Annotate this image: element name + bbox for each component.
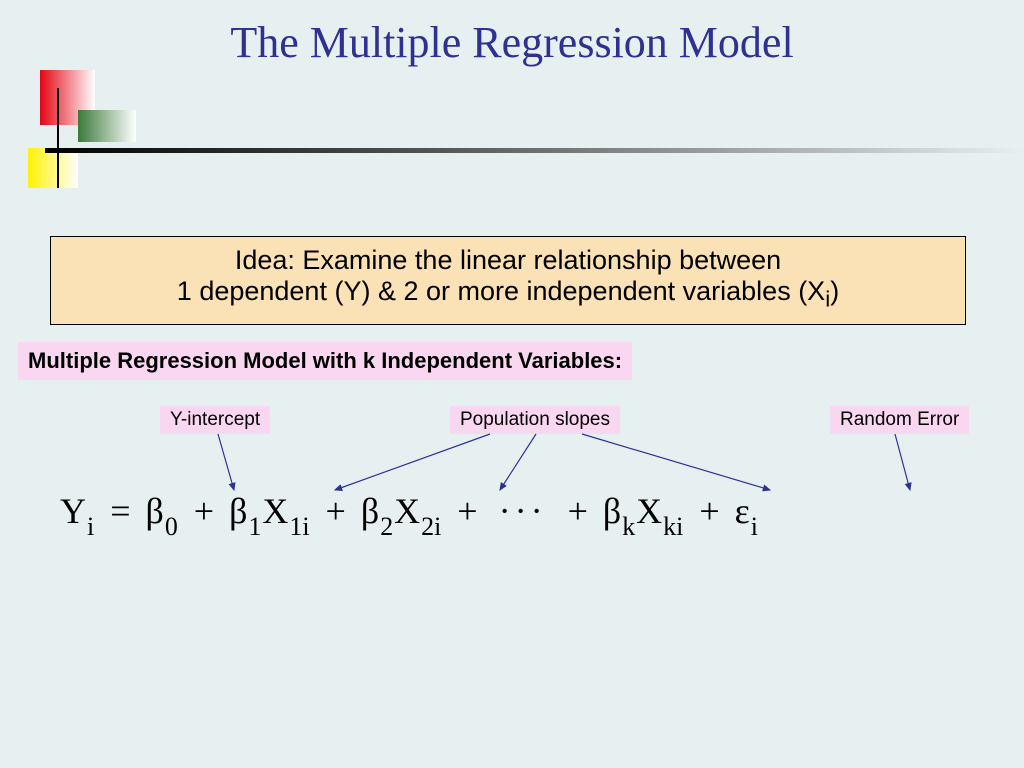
eq-plus5: + xyxy=(693,491,725,531)
slide: The Multiple Regression Model Idea: Exam… xyxy=(0,0,1024,768)
eq-b2sub: 2 xyxy=(379,512,394,541)
idea-line1: Idea: Examine the linear relationship be… xyxy=(71,245,945,276)
eq-b1sub: 1 xyxy=(247,512,262,541)
regression-equation: Yi = β0 + β1X1i + β2X2i + ··· + βkXki + … xyxy=(60,490,980,538)
idea-line2-pre: 1 dependent (Y) & 2 or more independent … xyxy=(177,276,825,306)
decor-green-rect xyxy=(78,110,136,142)
eq-plus4: + xyxy=(562,491,594,531)
eq-equals: = xyxy=(104,491,136,531)
eq-Xksub: ki xyxy=(662,512,684,541)
idea-line2-post: ) xyxy=(830,276,839,306)
subhead: Multiple Regression Model with k Indepen… xyxy=(18,342,632,380)
eq-plus2: + xyxy=(320,491,352,531)
eq-b1: β xyxy=(229,491,247,531)
eq-X1sub: 1i xyxy=(288,512,310,541)
title-underline xyxy=(45,148,1024,153)
eq-Y: Y xyxy=(60,491,86,531)
eq-epssub: i xyxy=(750,512,759,541)
label-random-error: Random Error xyxy=(830,406,969,434)
eq-bksub: k xyxy=(621,512,636,541)
decor-shapes xyxy=(10,70,170,220)
eq-X2: X xyxy=(394,491,420,531)
eq-b2: β xyxy=(361,491,379,531)
eq-b0sub: 0 xyxy=(164,512,179,541)
eq-eps: ε xyxy=(735,491,750,531)
eq-b0: β xyxy=(146,491,164,531)
label-population-slopes: Population slopes xyxy=(450,406,620,434)
idea-line2: 1 dependent (Y) & 2 or more independent … xyxy=(71,276,945,312)
label-y-intercept: Y-intercept xyxy=(160,406,270,434)
slide-title: The Multiple Regression Model xyxy=(0,18,1024,69)
eq-Ysub: i xyxy=(86,512,95,541)
eq-plus3: + xyxy=(451,491,483,531)
idea-box: Idea: Examine the linear relationship be… xyxy=(50,236,966,325)
eq-Xk: X xyxy=(636,491,662,531)
eq-dots: ··· xyxy=(493,491,553,531)
eq-bk: β xyxy=(603,491,621,531)
eq-X1: X xyxy=(262,491,288,531)
decor-yellow-rect xyxy=(28,148,78,188)
eq-plus1: + xyxy=(188,491,220,531)
eq-X2sub: 2i xyxy=(420,512,442,541)
